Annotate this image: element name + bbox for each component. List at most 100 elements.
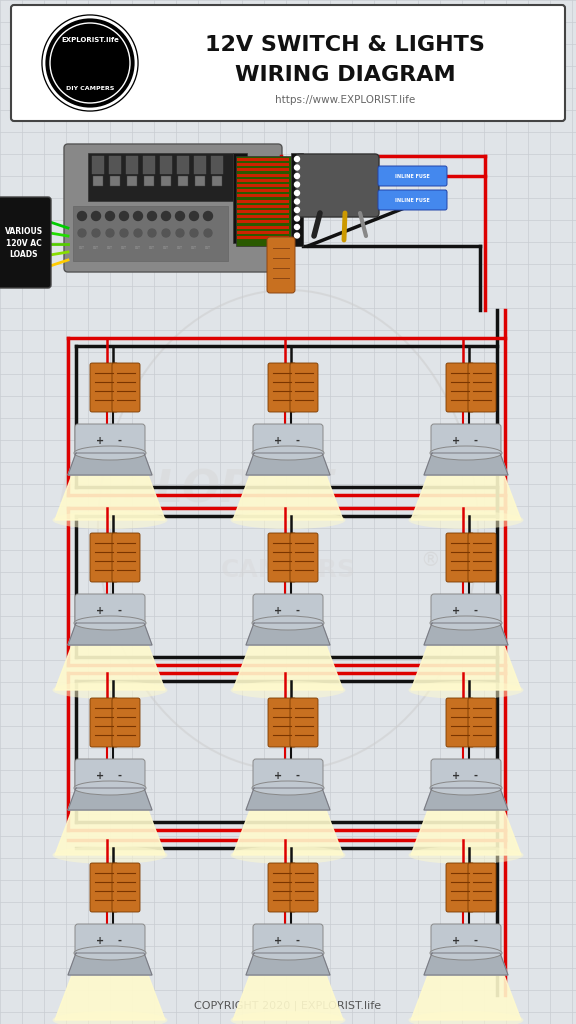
Text: OUT: OUT [107, 246, 113, 250]
FancyBboxPatch shape [468, 698, 496, 746]
FancyBboxPatch shape [212, 176, 222, 186]
FancyBboxPatch shape [237, 179, 289, 182]
Text: ®: ® [420, 551, 440, 569]
FancyBboxPatch shape [290, 534, 318, 582]
Circle shape [78, 212, 86, 220]
Ellipse shape [230, 846, 346, 864]
FancyBboxPatch shape [237, 158, 289, 161]
Text: +: + [96, 771, 104, 781]
FancyBboxPatch shape [237, 210, 289, 213]
Text: EXPLORIST.: EXPLORIST. [58, 469, 342, 512]
FancyBboxPatch shape [88, 153, 233, 201]
FancyBboxPatch shape [75, 924, 145, 956]
FancyBboxPatch shape [253, 594, 323, 626]
FancyBboxPatch shape [468, 362, 496, 412]
FancyBboxPatch shape [195, 176, 205, 186]
FancyBboxPatch shape [126, 156, 138, 174]
Ellipse shape [252, 781, 324, 795]
Text: -: - [296, 936, 300, 946]
Circle shape [294, 182, 300, 187]
FancyBboxPatch shape [92, 156, 104, 174]
FancyBboxPatch shape [237, 205, 289, 208]
Ellipse shape [252, 446, 324, 460]
Polygon shape [68, 788, 152, 810]
Text: OUT: OUT [79, 246, 85, 250]
Ellipse shape [52, 1011, 168, 1024]
Polygon shape [55, 975, 165, 1020]
Circle shape [294, 224, 300, 229]
Text: INLINE FUSE: INLINE FUSE [395, 198, 429, 203]
Circle shape [134, 212, 142, 220]
FancyBboxPatch shape [296, 154, 379, 217]
FancyBboxPatch shape [446, 362, 474, 412]
Text: +: + [274, 936, 282, 946]
Text: -: - [296, 771, 300, 781]
Text: INLINE FUSE: INLINE FUSE [395, 173, 429, 178]
Text: OUT: OUT [205, 246, 211, 250]
Polygon shape [68, 953, 152, 975]
Circle shape [294, 173, 300, 178]
Ellipse shape [408, 1011, 524, 1024]
Circle shape [294, 157, 300, 162]
Text: -: - [118, 771, 122, 781]
Polygon shape [233, 810, 343, 855]
FancyBboxPatch shape [0, 197, 51, 288]
Ellipse shape [52, 511, 168, 529]
FancyBboxPatch shape [112, 362, 140, 412]
Text: +: + [274, 606, 282, 616]
FancyBboxPatch shape [253, 424, 323, 456]
Text: -: - [296, 436, 300, 446]
FancyBboxPatch shape [267, 237, 295, 293]
FancyBboxPatch shape [237, 163, 289, 166]
Text: OUT: OUT [163, 246, 169, 250]
FancyBboxPatch shape [75, 424, 145, 456]
Polygon shape [68, 623, 152, 645]
Circle shape [176, 229, 184, 237]
Ellipse shape [252, 946, 324, 961]
Text: DIY CAMPERS: DIY CAMPERS [66, 85, 114, 90]
FancyBboxPatch shape [236, 156, 291, 246]
Text: -: - [296, 606, 300, 616]
Text: +: + [274, 436, 282, 446]
FancyBboxPatch shape [161, 176, 171, 186]
FancyBboxPatch shape [233, 153, 247, 243]
Polygon shape [55, 645, 165, 690]
FancyBboxPatch shape [237, 215, 289, 218]
Ellipse shape [52, 846, 168, 864]
Ellipse shape [430, 616, 502, 630]
Circle shape [119, 212, 128, 220]
Circle shape [92, 229, 100, 237]
FancyBboxPatch shape [75, 594, 145, 626]
Ellipse shape [74, 446, 146, 460]
Polygon shape [424, 953, 508, 975]
Circle shape [204, 229, 212, 237]
Text: OUT: OUT [149, 246, 155, 250]
FancyBboxPatch shape [237, 236, 289, 239]
FancyBboxPatch shape [268, 698, 296, 746]
Text: -: - [118, 606, 122, 616]
Ellipse shape [408, 846, 524, 864]
Text: CAMPERS: CAMPERS [221, 558, 355, 582]
Ellipse shape [408, 511, 524, 529]
Circle shape [134, 229, 142, 237]
Circle shape [148, 229, 156, 237]
FancyBboxPatch shape [90, 534, 118, 582]
Ellipse shape [74, 781, 146, 795]
FancyBboxPatch shape [237, 195, 289, 198]
FancyBboxPatch shape [378, 166, 447, 186]
Circle shape [92, 212, 100, 220]
FancyBboxPatch shape [75, 759, 145, 791]
Text: +: + [96, 936, 104, 946]
FancyBboxPatch shape [178, 176, 188, 186]
Ellipse shape [230, 1011, 346, 1024]
Ellipse shape [74, 946, 146, 961]
FancyBboxPatch shape [73, 206, 228, 261]
Polygon shape [246, 623, 330, 645]
Circle shape [105, 212, 115, 220]
Text: -: - [118, 436, 122, 446]
Polygon shape [424, 623, 508, 645]
FancyBboxPatch shape [431, 759, 501, 791]
Ellipse shape [52, 681, 168, 699]
Circle shape [294, 216, 300, 221]
Text: +: + [96, 606, 104, 616]
